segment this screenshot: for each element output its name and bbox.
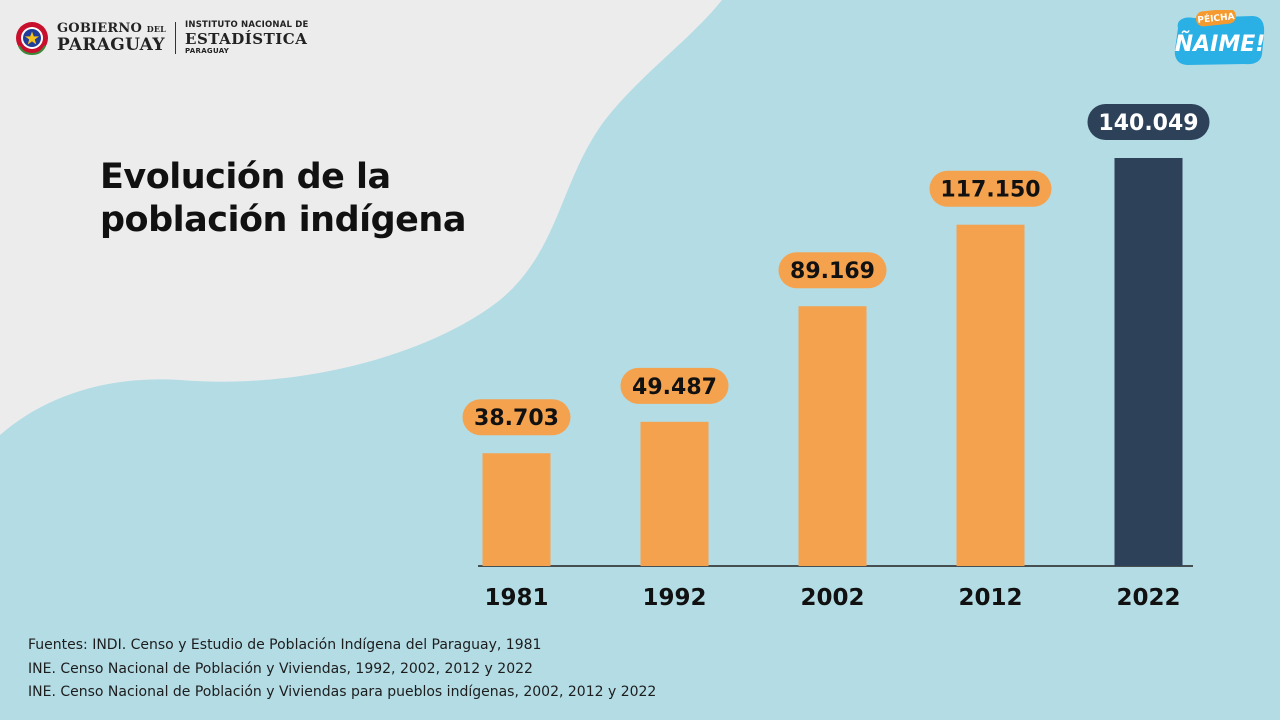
value-label: 38.703 <box>474 406 559 431</box>
source-line: INE. Censo Nacional de Población y Vivie… <box>28 684 657 700</box>
x-tick-label: 1981 <box>484 585 548 611</box>
badge-top-text: PÉICHA <box>1197 10 1235 26</box>
bar-2012 <box>956 224 1025 566</box>
value-label: 89.169 <box>790 259 875 284</box>
ine-line2: ESTADÍSTICA <box>185 29 308 48</box>
logo-divider <box>175 22 177 54</box>
bar-2002 <box>798 306 867 566</box>
x-tick-label: 2002 <box>800 585 864 611</box>
value-label-pill <box>462 399 571 436</box>
x-tick-label: 1992 <box>642 585 706 611</box>
bar-2022 <box>1114 158 1183 566</box>
x-tick-label: 2012 <box>958 585 1022 611</box>
badge-main-text: ÑAIME! <box>1175 31 1266 57</box>
sources-block: Fuentes: INDI. Censo y Estudio de Poblac… <box>28 634 656 705</box>
chart-title-line2: población indígena <box>100 200 466 240</box>
gov-line2: PARAGUAY <box>57 35 165 55</box>
value-label: 117.150 <box>940 178 1040 203</box>
bar-1992 <box>640 421 709 566</box>
ine-line1: INSTITUTO NACIONAL DE <box>185 20 309 31</box>
chart-title-line1: Evolución de la <box>100 157 391 197</box>
value-label: 49.487 <box>632 375 717 400</box>
value-label-pill <box>1087 104 1210 140</box>
value-label-pill <box>620 367 729 404</box>
source-line: Fuentes: INDI. Censo y Estudio de Poblac… <box>28 637 542 653</box>
ine-line3: PARAGUAY <box>185 46 230 55</box>
source-line: INE. Censo Nacional de Población y Vivie… <box>28 660 533 677</box>
x-tick-label: 2022 <box>1116 585 1180 611</box>
paraguay-seal-icon <box>16 22 48 56</box>
peicha-naime-logo: PÉICHA ÑAIME! <box>1175 10 1266 65</box>
value-label-pill <box>778 252 887 289</box>
value-label-pill <box>929 170 1052 207</box>
gov-line1: GOBIERNO DEL <box>57 21 167 36</box>
bar-1981 <box>482 453 551 566</box>
chart-title: Evolución de la población indígena <box>100 156 466 242</box>
value-label: 140.049 <box>1098 111 1198 136</box>
gobierno-ine-logo: GOBIERNO DEL PARAGUAY INSTITUTO NACIONAL… <box>13 18 309 58</box>
